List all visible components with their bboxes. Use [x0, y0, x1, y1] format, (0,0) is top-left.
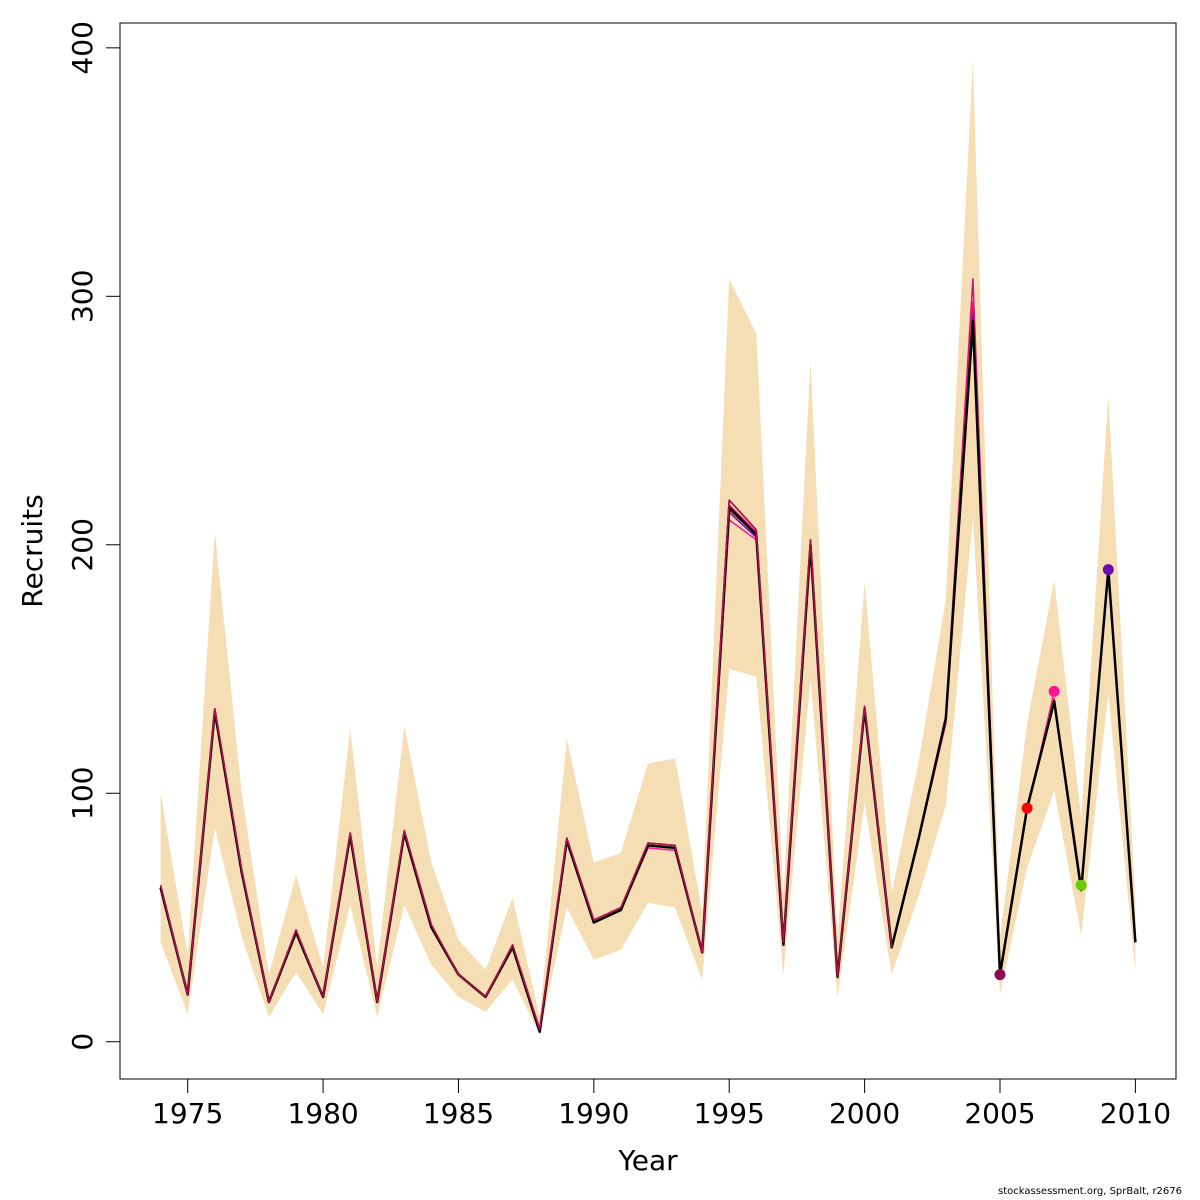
- terminal-point-2006: [1021, 802, 1033, 814]
- y-tick-label-100: 100: [66, 767, 99, 820]
- footer-credit: stockassessment.org, SprBalt, r2676: [998, 1186, 1182, 1197]
- confidence-band-layer: [160, 60, 1136, 1035]
- x-tick-label-1995: 1995: [694, 1097, 765, 1130]
- x-tick-label-2010: 2010: [1100, 1097, 1171, 1130]
- confidence-band: [160, 60, 1136, 1035]
- y-axis-label: Recruits: [16, 494, 49, 607]
- terminal-point-2009: [1102, 564, 1114, 576]
- y-axis: 0 100 200 300 400: [66, 21, 121, 1051]
- y-tick-label-300: 300: [66, 270, 99, 323]
- x-axis: 1975 1980 1985 1990 1995 2000 2005 2010: [152, 1078, 1171, 1130]
- x-axis-label: Year: [617, 1144, 678, 1177]
- estimate-line-layer: [159, 319, 1137, 1034]
- y-tick-label-0: 0: [66, 1033, 99, 1051]
- x-tick-label-2000: 2000: [829, 1097, 900, 1130]
- terminal-point-2007: [1048, 685, 1060, 697]
- y-tick-label-400: 400: [66, 21, 99, 74]
- x-tick-label-1975: 1975: [152, 1097, 223, 1130]
- terminal-point-2005: [994, 969, 1006, 981]
- terminal-points-layer: [994, 564, 1114, 981]
- x-tick-label-1980: 1980: [287, 1097, 358, 1130]
- x-tick-label-1990: 1990: [558, 1097, 629, 1130]
- retro-overlay-line: [159, 499, 893, 1031]
- x-tick-label-1985: 1985: [423, 1097, 494, 1130]
- y-tick-label-200: 200: [66, 518, 99, 571]
- x-tick-label-2005: 2005: [964, 1097, 1035, 1130]
- terminal-point-2008: [1075, 879, 1087, 891]
